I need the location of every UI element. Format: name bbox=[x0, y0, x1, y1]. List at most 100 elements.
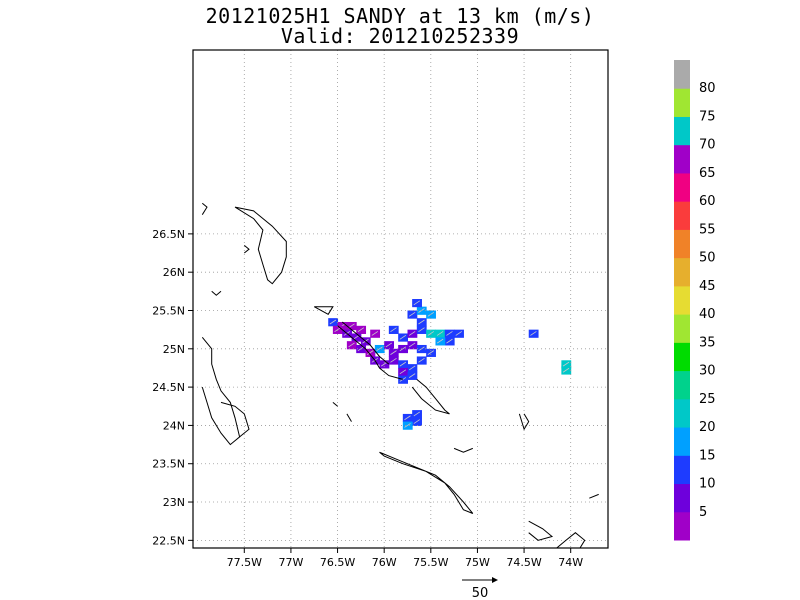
colorbar-segment bbox=[674, 229, 690, 259]
lon-tick-label: 74.5W bbox=[506, 556, 541, 569]
colorbar-segment bbox=[674, 483, 690, 513]
colorbar-label: 15 bbox=[699, 448, 716, 463]
colorbar-label: 75 bbox=[699, 109, 716, 124]
lon-tick-label: 77.5W bbox=[227, 556, 262, 569]
wind-vector bbox=[413, 300, 421, 306]
wind-vector bbox=[418, 357, 425, 363]
wind-vector bbox=[408, 311, 416, 317]
wind-vector bbox=[376, 346, 383, 352]
colorbar-label: 50 bbox=[699, 251, 716, 266]
wind-vector bbox=[352, 334, 360, 340]
colorbar-segment bbox=[674, 285, 690, 315]
colorbar-label: 10 bbox=[699, 477, 716, 492]
wind-vector bbox=[418, 327, 425, 332]
colorbar-label: 40 bbox=[699, 307, 716, 322]
wind-vector bbox=[408, 373, 416, 378]
wind-vector bbox=[390, 350, 397, 355]
wind-vector bbox=[427, 331, 435, 336]
lon-tick-label: 75.5W bbox=[413, 556, 448, 569]
coastline-segment bbox=[589, 493, 599, 499]
lon-tick-label: 76.5W bbox=[320, 556, 355, 569]
wind-vector bbox=[348, 342, 355, 348]
wind-vector bbox=[371, 331, 379, 336]
wind-vector bbox=[418, 319, 425, 325]
colorbar-label: 80 bbox=[699, 81, 716, 96]
colorbar-label: 35 bbox=[699, 335, 716, 350]
lat-tick-label: 24N bbox=[163, 419, 185, 432]
coastline-segment bbox=[411, 379, 450, 415]
colorbar-segment bbox=[674, 427, 690, 456]
wind-vector bbox=[329, 319, 337, 325]
wind-vector bbox=[390, 327, 397, 332]
colorbar-segment bbox=[674, 342, 690, 372]
wind-vector bbox=[399, 334, 407, 340]
colorbar-label: 60 bbox=[699, 194, 716, 209]
wind-vector bbox=[446, 331, 453, 336]
colorbar-segment bbox=[674, 398, 690, 428]
reference-vector-label: 50 bbox=[472, 586, 489, 600]
wind-vector bbox=[380, 361, 388, 367]
coastline-segment bbox=[453, 447, 473, 453]
lat-tick-label: 23N bbox=[163, 496, 185, 509]
colorbar-label: 20 bbox=[699, 420, 716, 435]
colorbar-segment bbox=[674, 172, 690, 202]
wind-vector bbox=[404, 423, 411, 428]
coastline-segment bbox=[201, 202, 208, 215]
coastline-segment bbox=[234, 206, 287, 285]
wind-vector bbox=[357, 327, 365, 332]
reference-vector: 50 bbox=[462, 577, 498, 600]
coastline-segment bbox=[220, 401, 250, 438]
wind-vector bbox=[348, 323, 355, 329]
wind-vector bbox=[390, 357, 397, 363]
colorbar-segment bbox=[674, 455, 690, 485]
coastline-segment bbox=[313, 306, 334, 315]
colorbar-label: 55 bbox=[699, 222, 716, 237]
lat-tick-label: 23.5N bbox=[152, 458, 185, 471]
coastline-segment bbox=[341, 321, 390, 365]
wind-vector bbox=[530, 331, 537, 336]
lat-tick-label: 25N bbox=[163, 343, 185, 356]
lon-tick-label: 75W bbox=[465, 556, 490, 569]
wind-vector bbox=[399, 377, 407, 382]
coastline-segment bbox=[556, 532, 586, 548]
longitude-axis: 77.5W 77W 76.5W 76W 75.5W 75W 74.5W 74W bbox=[227, 548, 583, 569]
colorbar-segment bbox=[674, 116, 690, 146]
coastlines bbox=[201, 202, 599, 548]
valid-time: Valid: 201210252339 bbox=[280, 24, 520, 48]
wind-vector bbox=[427, 350, 435, 355]
colorbar-label: 30 bbox=[699, 364, 716, 379]
colorbar-label: 45 bbox=[699, 279, 716, 294]
wind-vector bbox=[408, 331, 416, 336]
wind-vector bbox=[404, 415, 411, 421]
wind-vector bbox=[455, 331, 463, 336]
colorbar-segment bbox=[674, 257, 690, 287]
lat-tick-label: 25.5N bbox=[152, 304, 185, 317]
wind-vector bbox=[436, 338, 444, 344]
wind-vector bbox=[399, 361, 407, 367]
lat-tick-label: 22.5N bbox=[152, 534, 185, 547]
lat-tick-label: 26N bbox=[163, 266, 185, 279]
lon-tick-label: 76W bbox=[372, 556, 397, 569]
lon-tick-label: 77W bbox=[278, 556, 303, 569]
coastline-segment bbox=[379, 451, 474, 514]
coastline-segment bbox=[337, 325, 403, 380]
lon-tick-label: 74W bbox=[558, 556, 583, 569]
wind-vector bbox=[413, 419, 421, 424]
wind-vector bbox=[446, 338, 453, 344]
wind-vector bbox=[436, 331, 444, 336]
colorbar-segment bbox=[674, 60, 690, 89]
map-title: 20121025H1 SANDY at 13 km (m/s) bbox=[205, 4, 595, 28]
wind-vector bbox=[562, 361, 570, 367]
lat-tick-label: 26.5N bbox=[152, 228, 185, 241]
colorbar-segment bbox=[674, 370, 690, 400]
coastline-segment bbox=[211, 290, 222, 296]
wind-vector bbox=[413, 411, 421, 417]
wind-vector bbox=[399, 346, 407, 352]
wind-vector bbox=[562, 367, 570, 373]
wind-speed-field bbox=[328, 299, 572, 430]
coastline-segment bbox=[243, 245, 250, 254]
wind-vector bbox=[408, 342, 416, 348]
colorbar-label: 65 bbox=[699, 166, 716, 181]
colorbar-label: 70 bbox=[699, 138, 716, 153]
